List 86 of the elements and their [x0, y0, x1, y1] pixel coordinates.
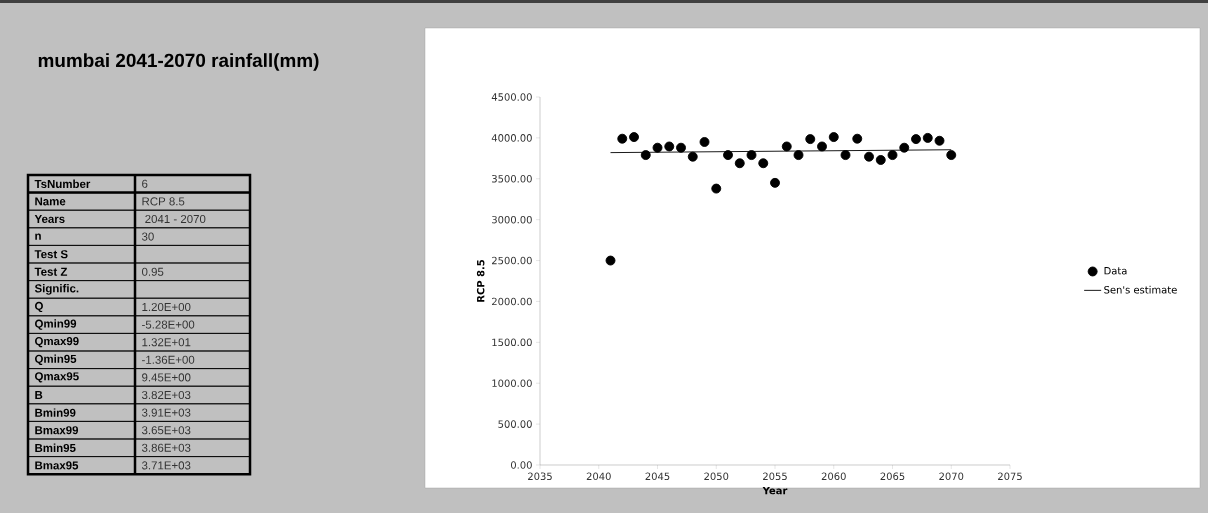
category-label: Qmin95 [35, 354, 77, 366]
text: -5.28E+00 [142, 320, 195, 329]
text: 30 [141, 232, 154, 241]
x-tick-label: 2055 [763, 472, 787, 481]
category-label: Test S [34, 250, 68, 259]
y-tick-label: 2500.00 [492, 256, 532, 265]
point [887, 150, 898, 161]
point [805, 134, 816, 145]
category-label: n [35, 233, 41, 240]
point [652, 142, 663, 153]
point [699, 137, 710, 147]
point [911, 134, 921, 145]
text: 3.91E+03 [141, 408, 191, 417]
x-tick-label: 2040 [586, 472, 611, 481]
point [746, 150, 757, 161]
point [864, 151, 874, 162]
y-tick-label: 3000.00 [492, 215, 532, 224]
point [605, 255, 616, 266]
category-label: Test Z [34, 267, 68, 276]
category-label: Bmax95 [35, 461, 79, 470]
point [828, 132, 839, 143]
point [852, 133, 863, 144]
text: mumbai 2041-2070 rainfall(mm) [38, 53, 319, 71]
text: -1.36E+00 [142, 355, 195, 364]
text: 1.32E+01 [142, 338, 191, 347]
category-label: Q [35, 301, 43, 313]
point [676, 142, 686, 153]
text: 3.65E+03 [141, 426, 191, 435]
legend-label: Data [1104, 267, 1127, 275]
point [640, 150, 651, 161]
text: 2041 - 2070 [145, 214, 206, 224]
point [875, 155, 886, 165]
point [734, 158, 745, 169]
text: 3.71E+03 [141, 461, 191, 470]
text: 6 [142, 179, 148, 188]
text: 3.86E+03 [141, 443, 191, 452]
category-label: Name [35, 197, 66, 206]
text: 0.95 [141, 267, 164, 276]
x-tick-label: 2045 [645, 472, 670, 481]
x-tick-label: 2050 [704, 472, 729, 481]
point [934, 135, 945, 146]
point [946, 150, 957, 161]
x-tick-label: 2060 [821, 472, 846, 481]
category-label: Bmin95 [35, 443, 76, 452]
point [687, 151, 698, 162]
point [711, 183, 722, 194]
point [793, 150, 804, 161]
point [629, 132, 639, 143]
category-label: B [35, 391, 43, 399]
point [781, 141, 792, 152]
category-label: Bmin99 [35, 408, 76, 417]
x-tick-label: 2075 [998, 472, 1022, 481]
point [840, 150, 851, 161]
point [770, 177, 780, 188]
y-tick-label: 1000.00 [492, 379, 532, 387]
text: 9.45E+00 [142, 373, 191, 382]
category-label: Qmax99 [35, 337, 79, 348]
y-tick-label: 0.00 [510, 461, 532, 469]
text: 3.82E+03 [141, 390, 191, 400]
y-tick-label: 500.00 [498, 420, 532, 428]
text: 1.20E+00 [142, 302, 191, 312]
category-label: Years [34, 215, 65, 223]
y-tick-label: 3500.00 [492, 175, 532, 183]
category-label: Qmax95 [35, 372, 79, 383]
y-tick-label: 1500.00 [492, 338, 532, 347]
text: RCP 8.5 [142, 197, 185, 206]
y-tick-label: 4500.00 [491, 93, 532, 101]
y-tick-label: 2000.00 [492, 297, 532, 306]
point [617, 133, 628, 144]
x-tick-label: 2065 [880, 472, 905, 481]
point [723, 150, 733, 161]
point [758, 158, 769, 169]
category-label: TsNumber [34, 179, 91, 188]
x-tick-label: 2070 [939, 472, 964, 481]
y-axis-title: RCP 8.5 [476, 259, 485, 302]
x-axis-title: Year [762, 486, 788, 495]
point [664, 141, 675, 152]
category-label: Bmax99 [35, 426, 79, 435]
category-label: Qmin99 [35, 319, 77, 330]
y-tick-label: 4000.00 [491, 134, 532, 142]
point [899, 142, 910, 153]
x-tick-label: 2035 [528, 472, 552, 481]
point [817, 141, 827, 152]
category-label: Signific. [34, 284, 79, 295]
legend-label: Sen's estimate [1104, 285, 1177, 294]
point [922, 132, 933, 143]
